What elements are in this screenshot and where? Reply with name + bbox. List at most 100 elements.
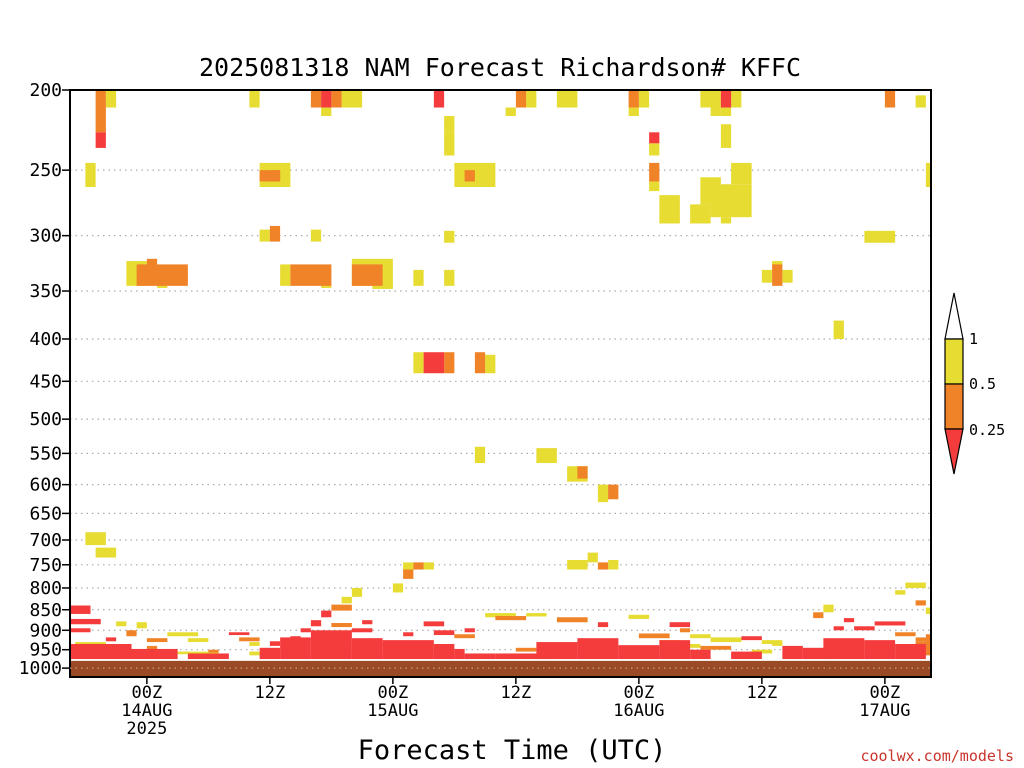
ri-cell — [423, 352, 445, 374]
ri-cell — [597, 562, 609, 570]
ri-cell — [915, 637, 931, 642]
ri-cell — [833, 626, 844, 631]
chart-title: 2025081318 NAM Forecast Richardson# KFFC — [199, 53, 801, 82]
site-credit: coolwx.com/models — [860, 747, 1014, 765]
ri-cell — [423, 562, 434, 570]
ri-cell — [700, 90, 721, 108]
ri-cell — [761, 269, 773, 283]
ri-cell — [895, 643, 926, 660]
x-tick-label: 12Z — [747, 683, 778, 703]
ri-cell — [608, 484, 619, 500]
colorbar-label: 1 — [969, 330, 978, 348]
ri-cell — [310, 229, 322, 242]
ri-cell — [925, 634, 931, 643]
x-tick-label: 00Z — [624, 683, 655, 703]
ri-cell — [351, 264, 383, 286]
ri-cell — [433, 90, 445, 108]
colorbar-swatch-yellow — [944, 338, 964, 385]
colorbar-swatch-orange — [944, 383, 964, 430]
ri-cell — [444, 352, 455, 374]
ri-cell — [249, 651, 260, 656]
ri-cell — [464, 170, 475, 182]
ri-cell — [239, 637, 260, 642]
y-tick-label: 200 — [29, 80, 62, 101]
ri-cell — [905, 582, 926, 588]
ri-cell — [782, 645, 803, 660]
ground-layer — [70, 660, 931, 677]
ri-cell — [813, 612, 824, 619]
ri-cell — [351, 628, 373, 633]
ri-cell — [556, 617, 588, 623]
ri-cell — [700, 645, 732, 650]
ri-cell — [679, 628, 691, 633]
ri-cell — [649, 132, 660, 144]
ri-cell — [515, 647, 537, 652]
y-tick-label: 750 — [29, 555, 62, 576]
ri-cell — [146, 638, 168, 643]
ri-cell — [249, 642, 260, 646]
ri-cell — [136, 622, 147, 629]
ri-cell — [413, 269, 424, 286]
ri-cell — [70, 605, 91, 614]
ri-cell — [597, 484, 609, 503]
ri-cell — [269, 641, 281, 646]
ri-cell — [70, 628, 91, 633]
ri-cell — [864, 640, 896, 660]
ri-cell — [556, 90, 578, 108]
ri-cell — [526, 90, 537, 108]
ri-cell — [864, 230, 896, 243]
ri-cell — [772, 642, 783, 646]
ri-cell — [105, 90, 117, 108]
ri-cell — [485, 354, 496, 374]
ri-cell — [310, 630, 352, 660]
ri-cell — [136, 264, 188, 286]
ri-cell — [495, 653, 557, 660]
ri-cell — [638, 633, 670, 639]
ri-cell — [761, 640, 783, 644]
ri-cell — [310, 620, 322, 627]
pressure-gridlines — [70, 169, 931, 669]
ri-cell — [577, 638, 619, 660]
ri-cell — [454, 648, 465, 660]
ri-cell — [628, 614, 650, 619]
ri-cell — [187, 638, 209, 643]
y-tick-label: 300 — [29, 226, 62, 247]
x-tick-label: 12Z — [501, 683, 532, 703]
ri-cell — [526, 613, 547, 617]
ri-cell — [608, 559, 619, 570]
ri-cell — [321, 610, 332, 618]
ri-cell — [925, 607, 931, 614]
ri-cell — [720, 124, 732, 148]
ri-cell — [731, 162, 752, 185]
ri-cell — [331, 623, 352, 628]
y-tick-label: 600 — [29, 475, 62, 496]
x-tick-label: 00Z — [378, 683, 409, 703]
ri-cell — [597, 622, 609, 628]
ri-cell — [341, 596, 352, 604]
ri-cell — [474, 352, 486, 374]
ri-cell — [444, 269, 455, 286]
pressure-axis: 200 250 300 350 400 450 500 550 600 650 700 7508008… — [19, 80, 70, 679]
x-tick-label: 00Z — [132, 683, 163, 703]
x-tick-label: 14AUG — [121, 701, 172, 721]
y-tick-label: 950 — [29, 640, 62, 661]
y-tick-label: 650 — [29, 503, 62, 524]
colorbar-top-arrow — [944, 292, 964, 340]
ri-cell — [105, 637, 117, 642]
ri-cell — [310, 90, 322, 108]
y-tick-label: 500 — [29, 409, 62, 430]
y-tick-label: 700 — [29, 530, 62, 551]
ri-cell — [649, 143, 660, 156]
ri-cell — [95, 107, 106, 133]
ri-cell — [331, 604, 352, 611]
ri-cell — [772, 264, 783, 286]
ri-cell — [280, 264, 291, 286]
ri-cell — [444, 132, 455, 156]
y-tick-label: 900 — [29, 620, 62, 641]
ri-cell — [95, 547, 117, 558]
ri-cell — [177, 651, 219, 655]
ri-cell — [720, 217, 732, 224]
ri-cell — [474, 446, 486, 464]
y-tick-label: 800 — [29, 578, 62, 599]
